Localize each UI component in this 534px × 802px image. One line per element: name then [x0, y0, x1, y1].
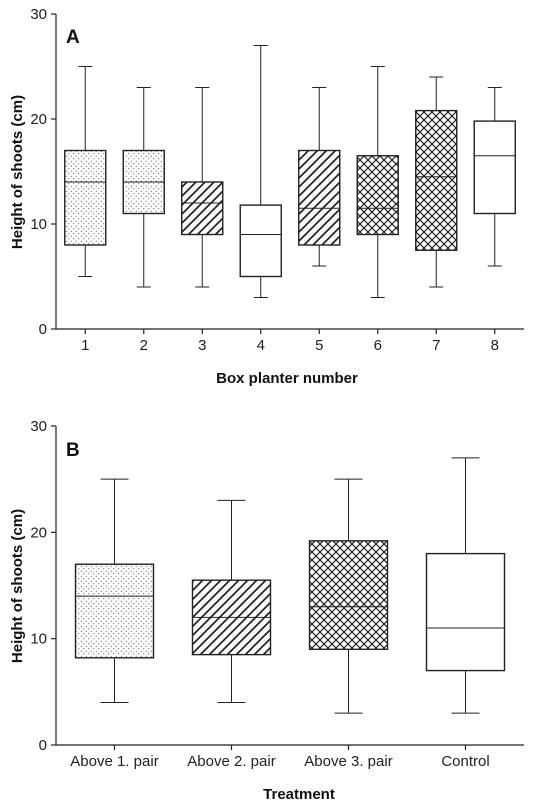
x-tick-label: 1: [81, 337, 89, 354]
box-above-3-pair: [308, 478, 389, 714]
iqr-box: [415, 109, 458, 251]
iqr-box: [356, 155, 399, 236]
x-axis-title-b: Treatment: [263, 786, 335, 802]
box-7: [415, 76, 458, 288]
iqr-box: [239, 204, 282, 278]
x-tick-label: 8: [491, 337, 499, 354]
x-tick-label: Above 1. pair: [70, 753, 158, 770]
box-2: [122, 87, 165, 288]
y-tick-label: 0: [39, 737, 47, 754]
x-tick-label: 7: [432, 337, 440, 354]
iqr-box: [74, 563, 155, 659]
y-axis-title-b: Height of shoots (cm): [9, 509, 26, 663]
x-axis-title-a: Box planter number: [216, 370, 358, 387]
box-8: [473, 87, 516, 267]
y-tick-label: 20: [30, 111, 47, 128]
iqr-box: [425, 552, 506, 672]
x-tick-label: Control: [441, 753, 489, 770]
box-6: [356, 66, 399, 298]
x-tick-label: 4: [257, 337, 265, 354]
box-above-2-pair: [191, 499, 272, 703]
box-5: [298, 87, 341, 267]
x-tick-label: Above 3. pair: [304, 753, 392, 770]
iqr-box: [298, 149, 341, 246]
iqr-box: [64, 149, 107, 246]
y-tick-label: 10: [30, 631, 47, 648]
x-tick-label: 2: [140, 337, 148, 354]
box-1: [64, 66, 107, 277]
y-axis-title-a: Height of shoots (cm): [9, 95, 26, 249]
box-control: [425, 457, 506, 714]
panel-b: B Treatment Height of shoots (cm) 0 10 20 3…: [9, 418, 524, 802]
box-3: [181, 87, 224, 288]
y-tick-label: 0: [39, 321, 47, 338]
x-tick-label: 5: [315, 337, 323, 354]
iqr-box: [181, 181, 224, 236]
panel-label-a: A: [66, 27, 80, 48]
y-tick-label: 30: [30, 418, 47, 435]
box-4: [239, 45, 282, 298]
x-tick-label: Above 2. pair: [187, 753, 275, 770]
box-above-1-pair: [74, 478, 155, 703]
x-tick-label: 6: [374, 337, 382, 354]
iqr-box: [308, 540, 389, 651]
x-tick-label: 3: [198, 337, 206, 354]
panel-a: A Box planter number Height of shoots (c…: [9, 6, 524, 387]
y-tick-label: 10: [30, 216, 47, 233]
panel-label-b: B: [66, 440, 80, 461]
y-tick-label: 20: [30, 524, 47, 541]
y-tick-label: 30: [30, 6, 47, 23]
iqr-box: [473, 120, 516, 215]
